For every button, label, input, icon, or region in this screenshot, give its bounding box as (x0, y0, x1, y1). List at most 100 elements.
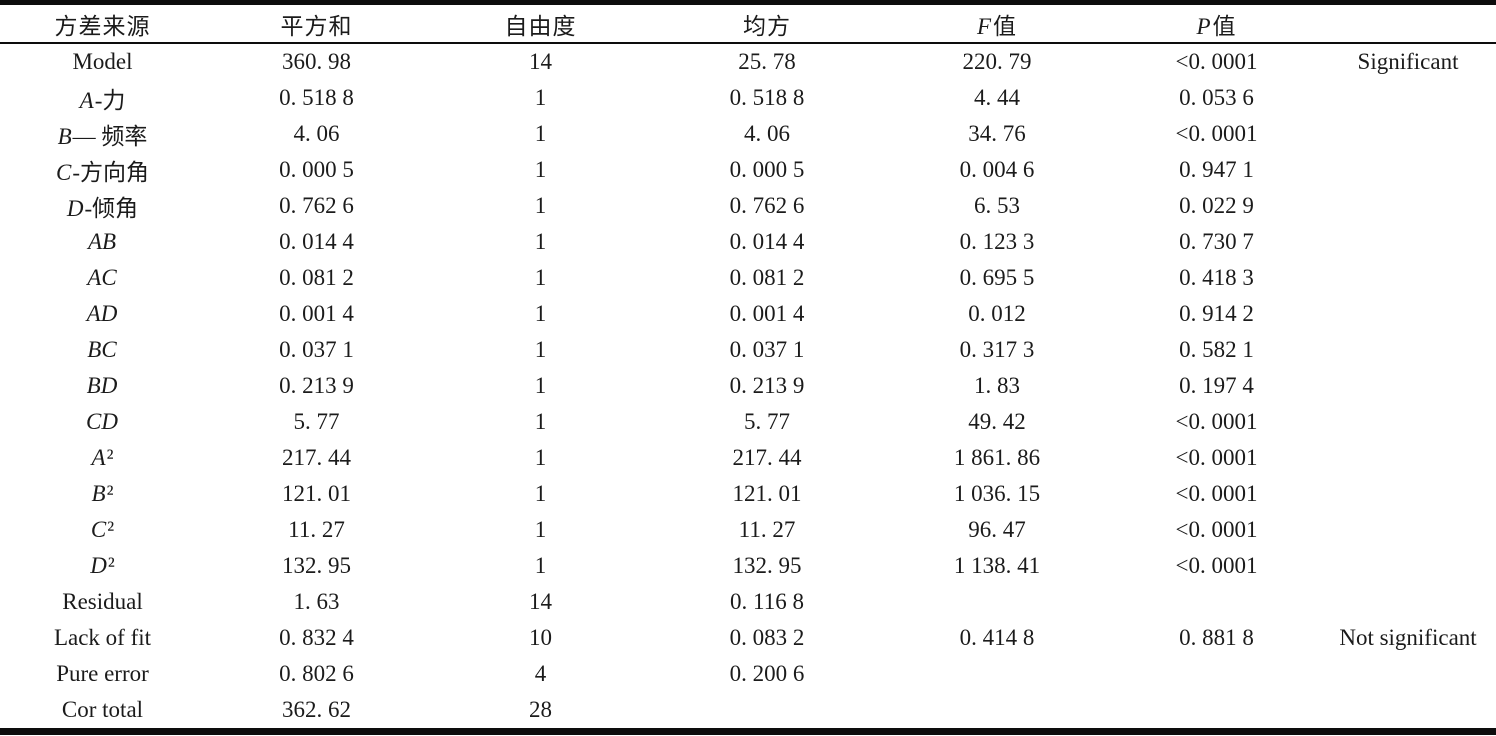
value-cell: 0. 695 5 (959, 265, 1035, 290)
value-cell: 0. 762 6 (729, 193, 805, 218)
value-cell: 0. 582 1 (1179, 337, 1254, 362)
value-cell (1320, 440, 1496, 476)
value-cell (1320, 692, 1496, 732)
value-cell: 0. 037 1 (729, 337, 805, 362)
value-cell (1320, 584, 1496, 620)
value-cell: 132. 95 (282, 553, 351, 578)
value-cell (1320, 404, 1496, 440)
value-cell: 0. 081 2 (729, 265, 805, 290)
value-cell (1320, 512, 1496, 548)
table-row: C-方向角 0. 000 5 1 0. 000 5 0. 004 6 0. 947 1 (0, 152, 1496, 188)
value-cell: 362. 62 (282, 697, 351, 722)
value-cell (881, 692, 1113, 732)
value-cell: 25. 78 (738, 49, 796, 74)
value-cell: 0. 947 1 (1179, 157, 1254, 182)
table-row: AC 0. 081 2 1 0. 081 2 0. 695 5 0. 418 3 (0, 260, 1496, 296)
source-cell: AC (87, 265, 117, 290)
value-cell: <0. 0001 (1175, 481, 1258, 506)
value-cell: 0. 200 6 (729, 661, 805, 686)
value-cell: 0. 762 6 (279, 193, 354, 218)
value-cell (1320, 224, 1496, 260)
value-cell: 0. 083 2 (729, 625, 805, 650)
value-cell: 0. 001 4 (729, 301, 805, 326)
source-cell: Pure error (56, 661, 149, 686)
value-cell: 14 (529, 589, 552, 614)
value-cell: 49. 42 (968, 409, 1026, 434)
value-cell: 1 (534, 553, 547, 578)
value-cell: 0. 037 1 (279, 337, 354, 362)
source-cell: A-力 (79, 88, 126, 113)
table-row: AB 0. 014 4 1 0. 014 4 0. 123 3 0. 730 7 (0, 224, 1496, 260)
source-cell: Lack of fit (53, 625, 152, 650)
column-header-6 (1320, 2, 1496, 44)
table-row: Lack of fit 0. 832 4 10 0. 083 2 0. 414 8 0. … (0, 620, 1496, 656)
value-cell (1320, 332, 1496, 368)
value-cell: 1 (534, 85, 547, 110)
value-cell: 1 (534, 373, 547, 398)
source-cell: BD (86, 373, 118, 398)
value-cell: 1. 83 (974, 373, 1020, 398)
value-cell: 0. 001 4 (279, 301, 354, 326)
value-cell: 96. 47 (968, 517, 1026, 542)
source-cell: B² (91, 481, 114, 506)
value-cell: 1 (534, 409, 547, 434)
value-cell: 0. 000 5 (729, 157, 805, 182)
value-cell: 4 (534, 661, 547, 686)
column-header-2: 自由度 (428, 2, 653, 44)
value-cell: 11. 27 (288, 517, 345, 542)
value-cell: 1 (534, 193, 547, 218)
value-cell: 0. 014 4 (279, 229, 354, 254)
column-header-3: 均方 (653, 2, 881, 44)
value-cell (1113, 656, 1320, 692)
value-cell: 0. 730 7 (1179, 229, 1254, 254)
table-row: Cor total 362. 62 28 (0, 692, 1496, 732)
value-cell: 1 (534, 157, 547, 182)
value-cell: 4. 06 (293, 121, 340, 146)
value-cell: 1 (534, 229, 547, 254)
value-cell (1113, 584, 1320, 620)
table-row: AD 0. 001 4 1 0. 001 4 0. 012 0. 914 2 (0, 296, 1496, 332)
value-cell: 132. 95 (732, 553, 802, 578)
source-cell: Cor total (61, 697, 144, 722)
value-cell (1113, 692, 1320, 732)
value-cell: 34. 76 (968, 121, 1026, 146)
value-cell: 0. 014 4 (729, 229, 805, 254)
table-body: Model 360. 98 14 25. 78 220. 79 <0. 0001 Signi… (0, 43, 1496, 732)
table-row: B— 频率 4. 06 1 4. 06 34. 76 <0. 0001 (0, 116, 1496, 152)
value-cell: Significant (1357, 49, 1459, 74)
column-header-1: 平方和 (205, 2, 428, 44)
value-cell: <0. 0001 (1175, 553, 1258, 578)
value-cell: 0. 802 6 (279, 661, 354, 686)
table-row: B² 121. 01 1 121. 01 1 036. 15 <0. 0001 (0, 476, 1496, 512)
value-cell: 0. 012 (968, 301, 1026, 326)
table-row: A-力 0. 518 8 1 0. 518 8 4. 44 0. 053 6 (0, 80, 1496, 116)
value-cell: <0. 0001 (1175, 409, 1258, 434)
value-cell: <0. 0001 (1175, 517, 1258, 542)
source-cell: Residual (62, 589, 143, 614)
source-cell: A² (91, 445, 114, 470)
table-row: CD 5. 77 1 5. 77 49. 42 <0. 0001 (0, 404, 1496, 440)
value-cell (1320, 476, 1496, 512)
source-cell: AD (86, 301, 118, 326)
value-cell: <0. 0001 (1175, 121, 1258, 146)
value-cell: 217. 44 (282, 445, 351, 470)
table-row: Pure error 0. 802 6 4 0. 200 6 (0, 656, 1496, 692)
value-cell: 14 (529, 49, 552, 74)
value-cell: 1 861. 86 (953, 445, 1041, 470)
value-cell: 0. 213 9 (729, 373, 805, 398)
source-cell: B— 频率 (57, 124, 148, 149)
source-cell: C² (90, 517, 115, 542)
source-cell: C-方向角 (55, 160, 149, 185)
source-cell: AB (87, 229, 117, 254)
value-cell: 4. 44 (974, 85, 1020, 110)
value-cell: 0. 317 3 (959, 337, 1035, 362)
value-cell: 0. 881 8 (1179, 625, 1254, 650)
value-cell: 4. 06 (744, 121, 790, 146)
value-cell (1320, 80, 1496, 116)
value-cell: 121. 01 (282, 481, 351, 506)
source-cell: D-倾角 (66, 196, 139, 221)
table-row: BD 0. 213 9 1 0. 213 9 1. 83 0. 197 4 (0, 368, 1496, 404)
value-cell: 1 (534, 445, 547, 470)
source-cell: D² (90, 553, 115, 578)
